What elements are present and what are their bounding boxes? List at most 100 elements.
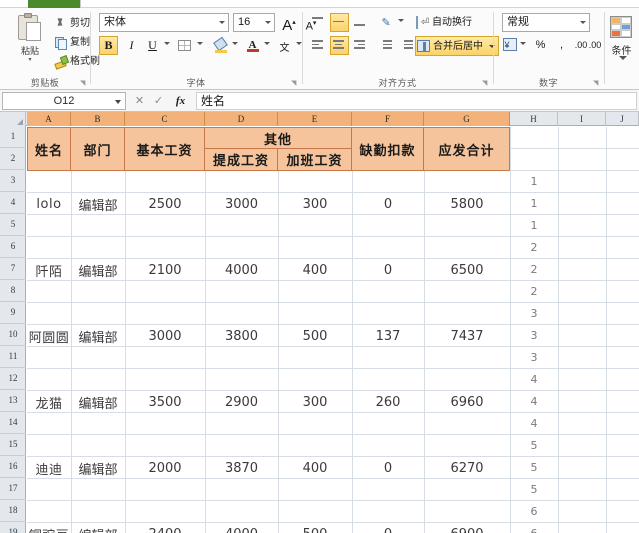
row-header-18[interactable]: 18 bbox=[0, 500, 26, 522]
number-format-arrow[interactable] bbox=[580, 21, 586, 24]
cell-absence[interactable]: 260 bbox=[375, 394, 401, 410]
cell-absence[interactable]: 137 bbox=[375, 328, 401, 344]
cell-name[interactable]: 阡陌 bbox=[35, 264, 63, 280]
header-cell-base-salary[interactable]: 基本工资 bbox=[125, 127, 205, 171]
cell-base-salary[interactable]: 3000 bbox=[148, 328, 182, 344]
increase-decimal-button[interactable]: .00 bbox=[574, 36, 588, 55]
align-center-button[interactable] bbox=[330, 36, 349, 55]
column-header-A[interactable]: A bbox=[27, 112, 71, 126]
underline-button[interactable]: U bbox=[143, 36, 162, 55]
number-format-select[interactable]: 常规 bbox=[502, 13, 590, 32]
borders-button[interactable] bbox=[175, 36, 194, 55]
cell-absence[interactable]: 0 bbox=[383, 262, 393, 278]
cell-overtime[interactable]: 500 bbox=[302, 328, 328, 344]
cell-h-17[interactable]: 5 bbox=[530, 483, 538, 496]
row-header-19[interactable]: 19 bbox=[0, 522, 26, 533]
column-header-I[interactable]: I bbox=[558, 112, 606, 126]
cell-overtime[interactable]: 300 bbox=[302, 196, 328, 212]
orientation-dropdown-arrow[interactable] bbox=[398, 19, 404, 22]
header-cell-total[interactable]: 应发合计 bbox=[424, 127, 510, 171]
cell-h-11[interactable]: 3 bbox=[530, 351, 538, 364]
column-header-B[interactable]: B bbox=[71, 112, 125, 126]
cell-h-4[interactable]: 1 bbox=[530, 197, 538, 210]
row-header-5[interactable]: 5 bbox=[0, 214, 26, 236]
row-header-9[interactable]: 9 bbox=[0, 302, 26, 324]
phonetic-guide-button[interactable]: 文 bbox=[275, 36, 294, 55]
tab-active-indicator[interactable] bbox=[28, 0, 80, 8]
cell-h-16[interactable]: 5 bbox=[530, 461, 538, 474]
cell-h-6[interactable]: 2 bbox=[530, 241, 538, 254]
cell-department[interactable]: 编辑部 bbox=[78, 198, 118, 214]
underline-dropdown-arrow[interactable] bbox=[164, 42, 170, 45]
orientation-button[interactable]: ✎ bbox=[379, 13, 398, 32]
cell-h-19[interactable]: 6 bbox=[510, 523, 558, 533]
cell-commission[interactable]: 2900 bbox=[224, 394, 259, 410]
cell-absence[interactable]: 0 bbox=[383, 196, 393, 212]
cell-h-18[interactable]: 6 bbox=[530, 505, 538, 518]
format-painter-button[interactable]: 格式刷 bbox=[52, 52, 114, 71]
cell-overtime[interactable]: 400 bbox=[302, 460, 328, 476]
row-header-3[interactable]: 3 bbox=[0, 170, 26, 192]
paste-button[interactable]: 粘贴 ▾ bbox=[8, 11, 52, 73]
cell-department[interactable]: 编辑部 bbox=[78, 462, 118, 478]
increase-indent-button[interactable] bbox=[400, 36, 419, 55]
cell-overtime[interactable]: 500 bbox=[278, 501, 352, 533]
name-box[interactable]: O12 bbox=[2, 92, 126, 110]
cell-total[interactable]: 6960 bbox=[450, 394, 484, 410]
formula-cancel-button[interactable]: ✕ bbox=[134, 95, 145, 107]
row-header-13[interactable]: 13 bbox=[0, 390, 26, 412]
cell-commission[interactable]: 4000 bbox=[224, 262, 259, 278]
cell-h-5[interactable]: 1 bbox=[530, 219, 538, 232]
number-dialog-launcher[interactable]: ◥ bbox=[593, 80, 599, 87]
column-header-C[interactable]: C bbox=[125, 112, 205, 126]
align-top-button[interactable] bbox=[309, 13, 328, 32]
align-middle-button[interactable] bbox=[330, 13, 349, 32]
cell-name[interactable]: 迪迪 bbox=[35, 462, 63, 478]
row-header-8[interactable]: 8 bbox=[0, 280, 26, 302]
column-header-H[interactable]: H bbox=[510, 112, 558, 126]
cell-total[interactable]: 5800 bbox=[450, 196, 484, 212]
font-name-arrow[interactable] bbox=[219, 21, 225, 24]
row-header-10[interactable]: 10 bbox=[0, 324, 26, 346]
cell-base-salary[interactable]: 2400 bbox=[125, 501, 205, 533]
formula-enter-button[interactable]: ✓ bbox=[153, 95, 164, 107]
cell-h-15[interactable]: 5 bbox=[530, 439, 538, 452]
cell-commission[interactable]: 3000 bbox=[224, 196, 259, 212]
header-cell-other[interactable]: 其他 bbox=[205, 127, 352, 149]
wrap-text-button[interactable]: 自动换行 bbox=[415, 13, 472, 32]
cell-department[interactable]: 编辑部 bbox=[78, 396, 118, 412]
cell-overtime[interactable]: 400 bbox=[302, 262, 328, 278]
accounting-dropdown-arrow[interactable] bbox=[520, 42, 526, 45]
header-cell-commission[interactable]: 提成工资 bbox=[205, 149, 278, 171]
font-color-dropdown-arrow[interactable] bbox=[264, 42, 270, 45]
cell-total[interactable]: 6500 bbox=[450, 262, 484, 278]
align-right-button[interactable] bbox=[351, 36, 370, 55]
alignment-dialog-launcher[interactable]: ◥ bbox=[482, 80, 488, 87]
font-size-arrow[interactable] bbox=[265, 21, 271, 24]
decrease-indent-button[interactable] bbox=[379, 36, 398, 55]
cell-h-8[interactable]: 2 bbox=[530, 285, 538, 298]
formula-input[interactable]: 姓名 bbox=[196, 92, 637, 110]
cell-h-3[interactable]: 1 bbox=[530, 175, 538, 188]
merge-dropdown-arrow[interactable] bbox=[489, 45, 495, 48]
cut-button[interactable]: 剪切 bbox=[52, 14, 114, 33]
cell-total[interactable]: 6270 bbox=[450, 460, 484, 476]
column-header-F[interactable]: F bbox=[352, 112, 424, 126]
borders-dropdown-arrow[interactable] bbox=[197, 42, 203, 45]
cell-absence[interactable]: 0 bbox=[352, 501, 424, 533]
cell-name[interactable]: 铜豌豆 bbox=[27, 501, 71, 533]
bold-button[interactable]: B bbox=[99, 36, 118, 55]
clipboard-dialog-launcher[interactable]: ◥ bbox=[80, 80, 86, 87]
font-dialog-launcher[interactable]: ◥ bbox=[291, 80, 297, 87]
cell-total[interactable]: 6900 bbox=[424, 501, 510, 533]
accounting-format-button[interactable] bbox=[500, 36, 519, 55]
cell-h-7[interactable]: 2 bbox=[530, 263, 538, 276]
column-header-E[interactable]: E bbox=[278, 112, 352, 126]
cell-h-12[interactable]: 4 bbox=[530, 373, 538, 386]
cell-commission[interactable]: 3870 bbox=[224, 460, 259, 476]
phonetic-dropdown-arrow[interactable] bbox=[296, 42, 302, 45]
conditional-formatting-label[interactable]: 条件 bbox=[611, 46, 632, 57]
cell-commission[interactable]: 4000 bbox=[205, 501, 278, 533]
cell-overtime[interactable]: 300 bbox=[302, 394, 328, 410]
cell-base-salary[interactable]: 2000 bbox=[148, 460, 182, 476]
